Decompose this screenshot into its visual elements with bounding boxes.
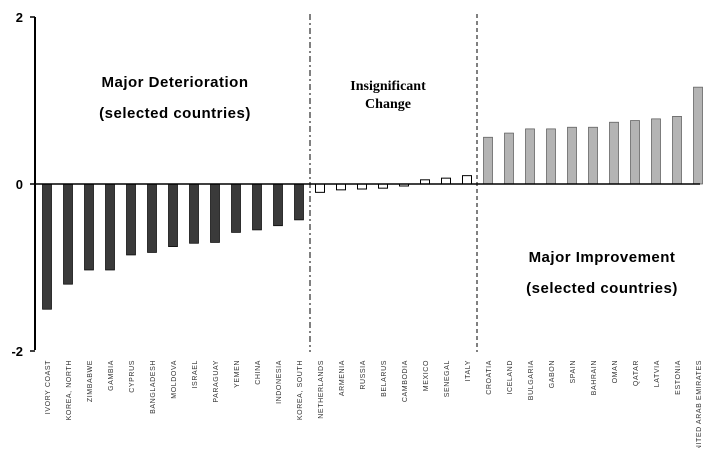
bar-bulgaria: [525, 128, 535, 185]
bar-estonia: [672, 116, 682, 185]
category-label: GABON: [549, 360, 556, 388]
category-label: SENEGAL: [444, 360, 451, 397]
bar-spain: [567, 126, 577, 185]
category-label: CAMBODIA: [402, 360, 409, 402]
annotation-deterioration-line1: Major Deterioration: [101, 74, 249, 91]
bar-croatia: [483, 136, 493, 185]
annotation-improvement-line1: Major Improvement: [528, 249, 676, 266]
category-label: KOREA, NORTH: [66, 360, 73, 420]
bar-cyprus: [126, 183, 136, 256]
bar-moldova: [168, 183, 178, 247]
bar-gabon: [546, 128, 556, 185]
category-label: YEMEN: [234, 360, 241, 388]
category-label: LATVIA: [654, 360, 661, 387]
category-label: BANGLADESH: [150, 360, 157, 414]
bar-korea-north: [63, 183, 73, 285]
annotation-insignificant: Insignificant Change: [318, 78, 458, 114]
category-label: INDONESIA: [276, 360, 283, 404]
bar-italy: [462, 175, 472, 185]
category-label: CHINA: [255, 360, 262, 385]
annotation-deterioration: Major Deterioration (selected countries): [60, 74, 290, 122]
annotation-deterioration-line2: (selected countries): [99, 105, 251, 122]
bar-zimbabwe: [84, 183, 94, 271]
category-label: MOLDOVA: [171, 360, 178, 399]
bar-united-arab-emirates: [693, 86, 703, 185]
category-label: ICELAND: [507, 360, 514, 395]
y-tick-label: 2: [16, 10, 23, 25]
bar-korea-south: [294, 183, 304, 221]
category-label: SPAIN: [570, 360, 577, 384]
bar-israel: [189, 183, 199, 244]
bar-yemen: [231, 183, 241, 233]
bar-russia: [357, 183, 367, 190]
category-label: ESTONIA: [675, 360, 682, 395]
category-label: KOREA, SOUTH: [297, 360, 304, 420]
bar-netherlands: [315, 183, 325, 193]
bar-bangladesh: [147, 183, 157, 253]
annotation-improvement: Major Improvement (selected countries): [490, 249, 703, 297]
annotation-insignificant-line2: Change: [365, 97, 411, 112]
category-label: IVORY COAST: [45, 360, 52, 414]
bar-paraguay: [210, 183, 220, 243]
category-label: QATAR: [633, 360, 640, 386]
category-label: GAMBIA: [108, 360, 115, 391]
bar-qatar: [630, 120, 640, 185]
category-label: UNITED ARAB EMIRATES: [696, 360, 703, 448]
y-tick-label: 0: [16, 177, 23, 192]
category-label: ARMENIA: [339, 360, 346, 396]
bar-armenia: [336, 183, 346, 191]
category-label: ISRAEL: [192, 360, 199, 389]
category-label: CROATIA: [486, 360, 493, 395]
bar-bahrain: [588, 126, 598, 185]
category-label: PARAGUAY: [213, 360, 220, 403]
bar-senegal: [441, 177, 451, 185]
category-label: ZIMBABWE: [87, 360, 94, 402]
bar-oman: [609, 121, 619, 185]
category-label: BULGARIA: [528, 360, 535, 400]
annotation-improvement-line2: (selected countries): [526, 280, 678, 297]
bar-china: [252, 183, 262, 231]
bar-ivory-coast: [42, 183, 52, 310]
category-label: MEXICO: [423, 360, 430, 391]
category-label: BELARUS: [381, 360, 388, 397]
category-label: ITALY: [465, 360, 472, 381]
category-label: CYPRUS: [129, 360, 136, 393]
category-label: BAHRAIN: [591, 360, 598, 395]
bar-iceland: [504, 132, 514, 185]
y-tick-label: -2: [11, 344, 23, 359]
bar-indonesia: [273, 183, 283, 227]
bar-latvia: [651, 118, 661, 185]
category-label: RUSSIA: [360, 360, 367, 390]
category-label: NETHERLANDS: [318, 360, 325, 419]
bar-gambia: [105, 183, 115, 271]
category-label: OMAN: [612, 360, 619, 383]
annotation-insignificant-line1: Insignificant: [350, 79, 426, 94]
